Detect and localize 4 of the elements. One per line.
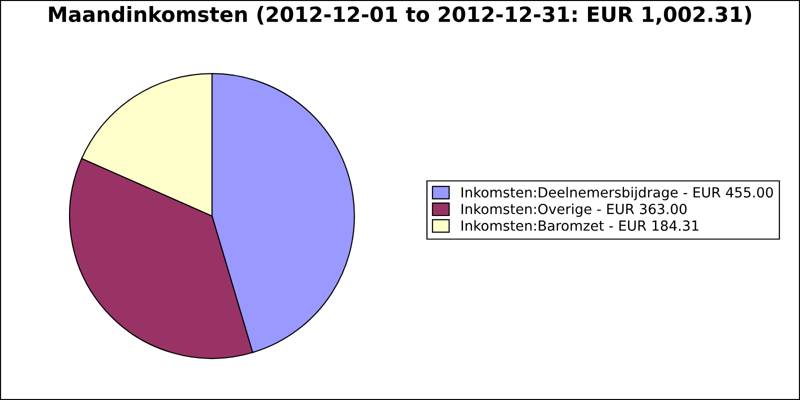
chart-title: Maandinkomsten (2012-12-01 to 2012-12-31: EUR 1,002.31): [49, 6, 752, 25]
legend-label: Inkomsten:Baromzet - EUR 184.31: [462, 220, 698, 231]
legend-label: Inkomsten:Deelnemersbijdrage - EUR 455.00: [462, 186, 773, 200]
legend-label: Inkomsten:Overige - EUR 363.00: [462, 203, 687, 217]
